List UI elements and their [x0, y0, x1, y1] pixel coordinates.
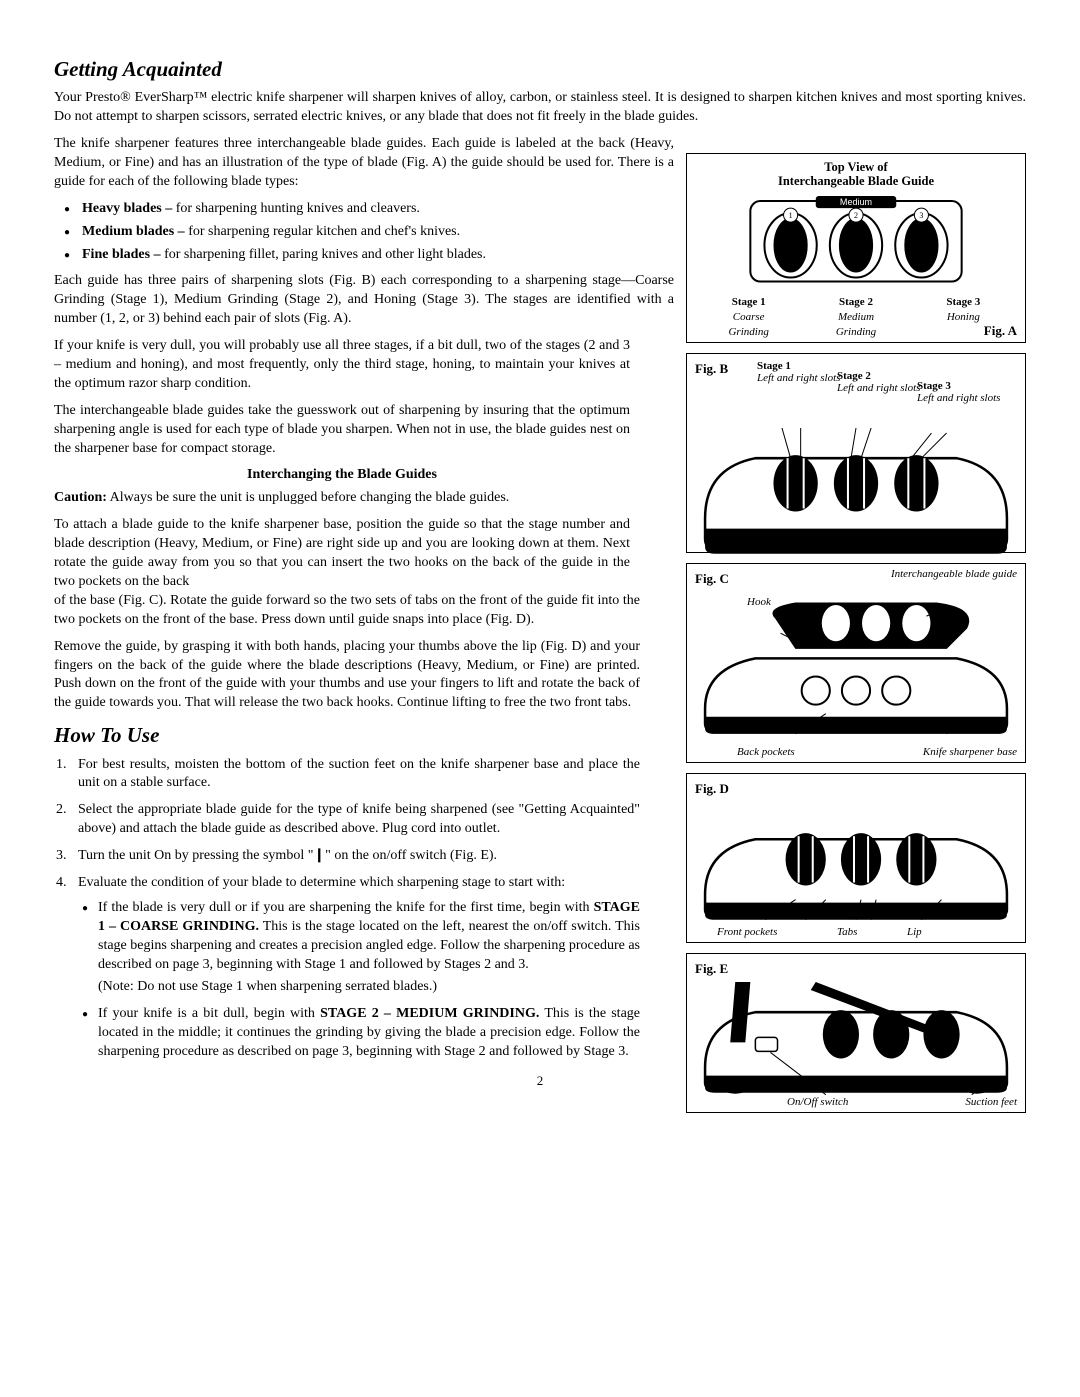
stage-col: Stage 2 Medium Grinding: [802, 295, 909, 340]
fig-a-art: Medium 1 2 3: [695, 193, 1017, 294]
callout-text: Left and right slots: [917, 392, 1000, 404]
step-1: For best results, moisten the bottom of …: [54, 756, 640, 794]
figure-a: Top View of Interchangeable Blade Guide …: [686, 153, 1026, 343]
fig-e-art: [695, 982, 1017, 1098]
substep-bold: STAGE 2 – MEDIUM GRINDING.: [320, 1006, 539, 1021]
fig-a-caption-2: Interchangeable Blade Guide: [778, 174, 934, 188]
list-item: Medium blades – for sharpening regular k…: [82, 223, 674, 242]
figure-c: Fig. C Hook Interchangeable blade guide …: [686, 563, 1026, 763]
fig-d-label: Fig. D: [695, 781, 729, 796]
bullet-text: for sharpening hunting knives and cleave…: [176, 201, 420, 216]
para-guides: The knife sharpener features three inter…: [54, 135, 674, 192]
svg-text:2: 2: [854, 211, 858, 220]
stage-l1: Medium: [838, 311, 874, 323]
stage-col: Stage 1 Coarse Grinding: [695, 295, 802, 340]
stage-l2: Grinding: [836, 326, 876, 338]
subheading-interchanging: Interchanging the Blade Guides: [54, 466, 630, 485]
svg-text:1: 1: [789, 211, 793, 220]
figure-b: Fig. B Stage 1Left and right slots Stage…: [686, 353, 1026, 553]
callout-base: Knife sharpener base: [923, 746, 1017, 758]
para-attach-a: To attach a blade guide to the knife sha…: [54, 516, 630, 592]
fig-d-art: [695, 804, 1017, 925]
step-4: Evaluate the condition of your blade to …: [54, 874, 640, 1062]
bullet-text: for sharpening fillet, paring knives and…: [164, 247, 486, 262]
para-guesswork: The interchangeable blade guides take th…: [54, 402, 630, 459]
svg-text:Medium: Medium: [840, 197, 872, 207]
svg-text:3: 3: [919, 211, 923, 220]
bullet-text: for sharpening regular kitchen and chef'…: [188, 224, 460, 239]
callout-suction-feet: Suction feet: [965, 1096, 1017, 1108]
callout-hook: Hook: [747, 596, 771, 608]
fig-c-art: [695, 598, 1017, 739]
callout-bold: Stage 3: [917, 380, 951, 392]
stage-name: Stage 3: [946, 296, 980, 308]
heading-getting-acquainted: Getting Acquainted: [54, 55, 1026, 83]
step-4-sublist: If the blade is very dull or if you are …: [78, 899, 640, 1062]
figure-d: Fig. D Front pockets Tabs Lip: [686, 773, 1026, 943]
callout-back-pockets: Back pockets: [737, 746, 795, 758]
stage-l1: Coarse: [733, 311, 765, 323]
fig-a-label: Fig. A: [984, 322, 1017, 340]
substep-pre: If the blade is very dull or if you are …: [98, 900, 594, 915]
caution-label: Caution:: [54, 490, 107, 505]
callout-front-pockets: Front pockets: [717, 926, 777, 938]
para-intro: Your Presto® EverSharp™ electric knife s…: [54, 89, 1026, 127]
list-item: Heavy blades – for sharpening hunting kn…: [82, 200, 674, 219]
step-2: Select the appropriate blade guide for t…: [54, 801, 640, 839]
callout-lip: Lip: [907, 926, 922, 938]
substep-pre: If your knife is a bit dull, begin with: [98, 1006, 320, 1021]
step-4-text: Evaluate the condition of your blade to …: [78, 875, 565, 890]
fig-e-label: Fig. E: [695, 961, 728, 976]
bullet-bold: Fine blades –: [82, 247, 164, 262]
para-intro-text: Your Presto® EverSharp™ electric knife s…: [54, 90, 1026, 124]
para-attach-b: of the base (Fig. C). Rotate the guide f…: [54, 592, 640, 630]
callout-guide: Interchangeable blade guide: [891, 568, 1017, 580]
bullet-bold: Heavy blades –: [82, 201, 176, 216]
substep-stage2: If your knife is a bit dull, begin with …: [98, 1005, 640, 1062]
callout-text: Left and right slots: [757, 372, 840, 384]
stage-name: Stage 1: [732, 296, 766, 308]
figure-e: Fig. E On/Off switch Suction feet: [686, 953, 1026, 1113]
para-caution: Caution: Always be sure the unit is unpl…: [54, 489, 630, 508]
fig-a-stage-row: Stage 1 Coarse Grinding Stage 2 Medium Grind…: [695, 295, 1017, 340]
list-item: Fine blades – for sharpening fillet, par…: [82, 246, 674, 265]
fig-a-caption-1: Top View of: [824, 160, 887, 174]
bullet-bold: Medium blades –: [82, 224, 188, 239]
caution-text: Always be sure the unit is unplugged bef…: [107, 490, 509, 505]
callout-tabs: Tabs: [837, 926, 857, 938]
fig-c-label: Fig. C: [695, 571, 729, 586]
page: Getting Acquainted Your Presto® EverShar…: [54, 55, 1026, 1090]
how-to-use-list: For best results, moisten the bottom of …: [54, 756, 640, 1062]
stage-l1: Honing: [947, 311, 980, 323]
stage-name: Stage 2: [839, 296, 873, 308]
callout-text: Left and right slots: [837, 382, 920, 394]
stage-l2: Grinding: [728, 326, 768, 338]
para-dull: If your knife is very dull, you will pro…: [54, 337, 630, 394]
figure-column: Top View of Interchangeable Blade Guide …: [686, 153, 1026, 1123]
para-remove: Remove the guide, by grasping it with bo…: [54, 638, 640, 714]
fig-a-caption: Top View of Interchangeable Blade Guide: [695, 160, 1017, 189]
blade-type-list: Heavy blades – for sharpening hunting kn…: [54, 200, 674, 265]
fig-b-art: [695, 428, 1017, 559]
fig-b-label: Fig. B: [695, 361, 728, 376]
callout-switch: On/Off switch: [787, 1096, 848, 1108]
substep-note: (Note: Do not use Stage 1 when sharpenin…: [98, 978, 640, 997]
para-stages: Each guide has three pairs of sharpening…: [54, 272, 674, 329]
callout-bold: Stage 1: [757, 360, 791, 372]
callout-bold: Stage 2: [837, 370, 871, 382]
step-3: Turn the unit On by pressing the symbol …: [54, 847, 640, 866]
substep-stage1: If the blade is very dull or if you are …: [98, 899, 640, 997]
